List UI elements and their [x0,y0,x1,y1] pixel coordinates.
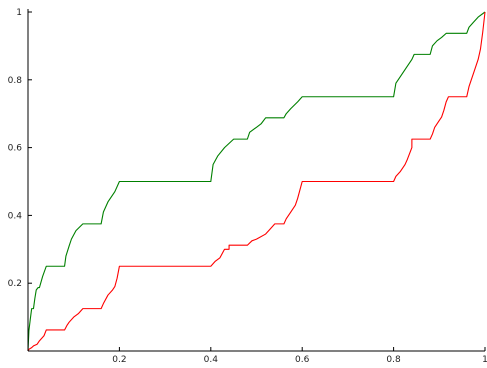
x-tick-label: 0.4 [204,355,219,365]
series-line-1 [27,11,486,352]
x-axis-ticks: 0.2 0.4 0.6 0.8 1 [112,347,487,365]
y-tick-label: 0.2 [8,279,22,289]
y-tick-label: 0.8 [8,76,23,86]
y-axis-ticks: 0.2 0.4 0.6 0.8 1 [8,8,32,289]
series-group [27,11,486,352]
x-tick-label: 0.8 [386,355,401,365]
x-tick-label: 1 [482,355,487,365]
y-tick-label: 1 [16,8,22,18]
x-tick-label: 0.2 [112,355,126,365]
y-tick-label: 0.6 [8,144,23,154]
y-tick-label: 0.4 [8,211,23,221]
x-tick-label: 0.6 [295,355,310,365]
series-line-2 [27,11,486,352]
